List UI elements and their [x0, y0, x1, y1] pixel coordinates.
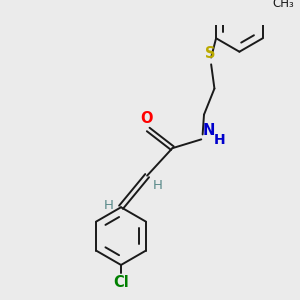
Text: H: H [153, 179, 163, 192]
Text: H: H [214, 134, 225, 148]
Text: Cl: Cl [113, 275, 129, 290]
Text: H: H [103, 199, 113, 212]
Text: N: N [202, 123, 215, 138]
Text: O: O [140, 111, 152, 126]
Text: CH₃: CH₃ [272, 0, 294, 11]
Text: S: S [205, 46, 215, 61]
